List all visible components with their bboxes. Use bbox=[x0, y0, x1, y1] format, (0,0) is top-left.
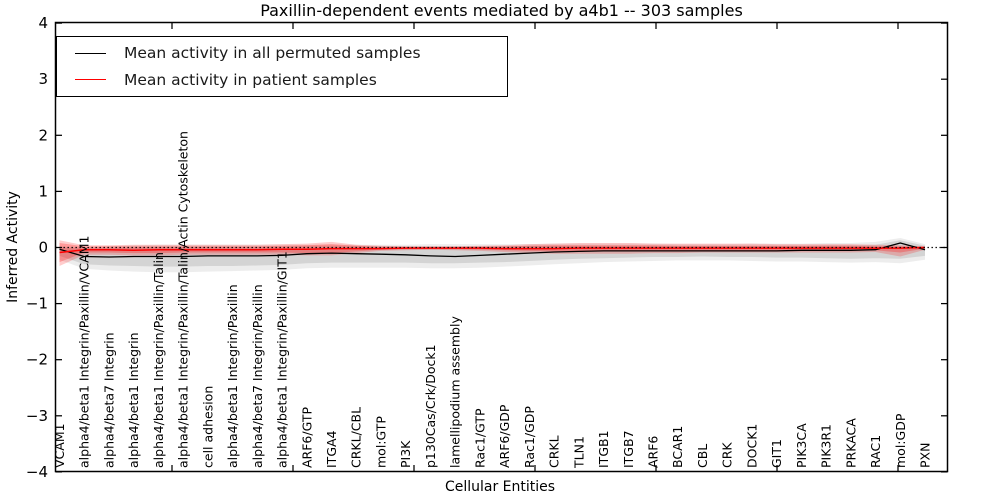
patient-line-swatch-icon bbox=[75, 79, 106, 81]
x-tick-label: BCAR1 bbox=[670, 426, 685, 468]
x-tick-label: PRKACA bbox=[843, 418, 858, 468]
y-tick-label: −4 bbox=[26, 463, 48, 481]
y-tick-label: 4 bbox=[38, 14, 48, 32]
x-tick-label: CRK bbox=[720, 442, 735, 468]
legend-entry-patient: Mean activity in patient samples bbox=[75, 71, 507, 89]
x-tick-label: ITGB7 bbox=[621, 430, 636, 468]
x-tick-label: Rac1/GDP bbox=[522, 406, 537, 468]
x-tick-label: ITGB1 bbox=[596, 430, 611, 468]
y-tick-label: −3 bbox=[26, 407, 48, 425]
x-tick-label: ARF6/GTP bbox=[299, 407, 314, 468]
permuted-line-swatch-icon bbox=[75, 52, 106, 54]
x-tick-label: alpha4/beta7 Integrin/Paxillin bbox=[250, 284, 265, 468]
x-tick-label: ITGA4 bbox=[324, 430, 339, 468]
x-tick-label: alpha4/beta1 Integrin/Paxillin bbox=[225, 284, 240, 468]
y-tick-label: −2 bbox=[26, 351, 48, 369]
x-tick-label: ARF6/GDP bbox=[497, 404, 512, 468]
x-tick-label: VCAM1 bbox=[52, 423, 67, 468]
x-tick-label: mol:GDP bbox=[893, 413, 908, 468]
x-tick-label: PIK3CA bbox=[794, 423, 809, 468]
legend: Mean activity in all permuted samples Me… bbox=[56, 36, 508, 97]
x-tick-label: PIK3R1 bbox=[819, 424, 834, 468]
x-tick-label: PI3K bbox=[398, 440, 413, 468]
x-tick-label: ARF6 bbox=[645, 436, 660, 468]
x-tick-label: alpha4/beta1 Integrin bbox=[126, 332, 141, 468]
x-tick-label: CRKL bbox=[547, 435, 562, 468]
x-tick-label: lamellipodium assembly bbox=[448, 316, 463, 468]
x-tick-label: alpha4/beta1 Integrin/Paxillin/Talin/Act… bbox=[176, 131, 191, 468]
x-tick-label: CBL bbox=[695, 444, 710, 468]
legend-entry-permuted: Mean activity in all permuted samples bbox=[75, 44, 507, 62]
x-axis-label: Cellular Entities bbox=[444, 479, 556, 495]
x-tick-label: alpha4/beta1 Integrin/Paxillin/GIT1 bbox=[275, 251, 290, 468]
band-inner-permuted bbox=[59, 240, 925, 267]
x-tick-label: GIT1 bbox=[769, 439, 784, 468]
x-tick-label: PXN bbox=[918, 443, 933, 468]
permuted-mean-line bbox=[59, 242, 926, 258]
y-axis-label: Inferred Activity bbox=[5, 191, 21, 303]
x-tick-label: alpha4/beta1 Integrin/Paxillin/VCAM1 bbox=[77, 236, 92, 468]
y-tick-label: 2 bbox=[38, 126, 48, 144]
y-tick-label: 1 bbox=[38, 182, 48, 200]
x-tick-label: cell adhesion bbox=[200, 386, 215, 468]
x-tick-label: RAC1 bbox=[868, 435, 883, 468]
legend-label-permuted: Mean activity in all permuted samples bbox=[124, 44, 421, 63]
y-tick-label: −1 bbox=[26, 295, 48, 313]
x-tick-label: CRKL/CBL bbox=[349, 407, 364, 468]
x-tick-label: alpha4/beta1 Integrin/Paxillin/Talin bbox=[151, 252, 166, 468]
legend-label-patient: Mean activity in patient samples bbox=[124, 70, 377, 89]
y-tick-label: 0 bbox=[38, 239, 48, 257]
x-tick-label: TLN1 bbox=[571, 436, 586, 469]
y-tick-label: 3 bbox=[38, 70, 48, 88]
x-tick-label: p130Cas/Crk/Dock1 bbox=[423, 344, 438, 468]
band-outer-patient bbox=[59, 240, 925, 266]
x-tick-label: Rac1/GTP bbox=[472, 408, 487, 468]
chart-title: Paxillin-dependent events mediated by a4… bbox=[260, 1, 743, 20]
x-tick-label: mol:GTP bbox=[373, 416, 388, 468]
x-tick-label: alpha4/beta7 Integrin bbox=[101, 332, 116, 468]
x-tick-label: DOCK1 bbox=[744, 424, 759, 468]
